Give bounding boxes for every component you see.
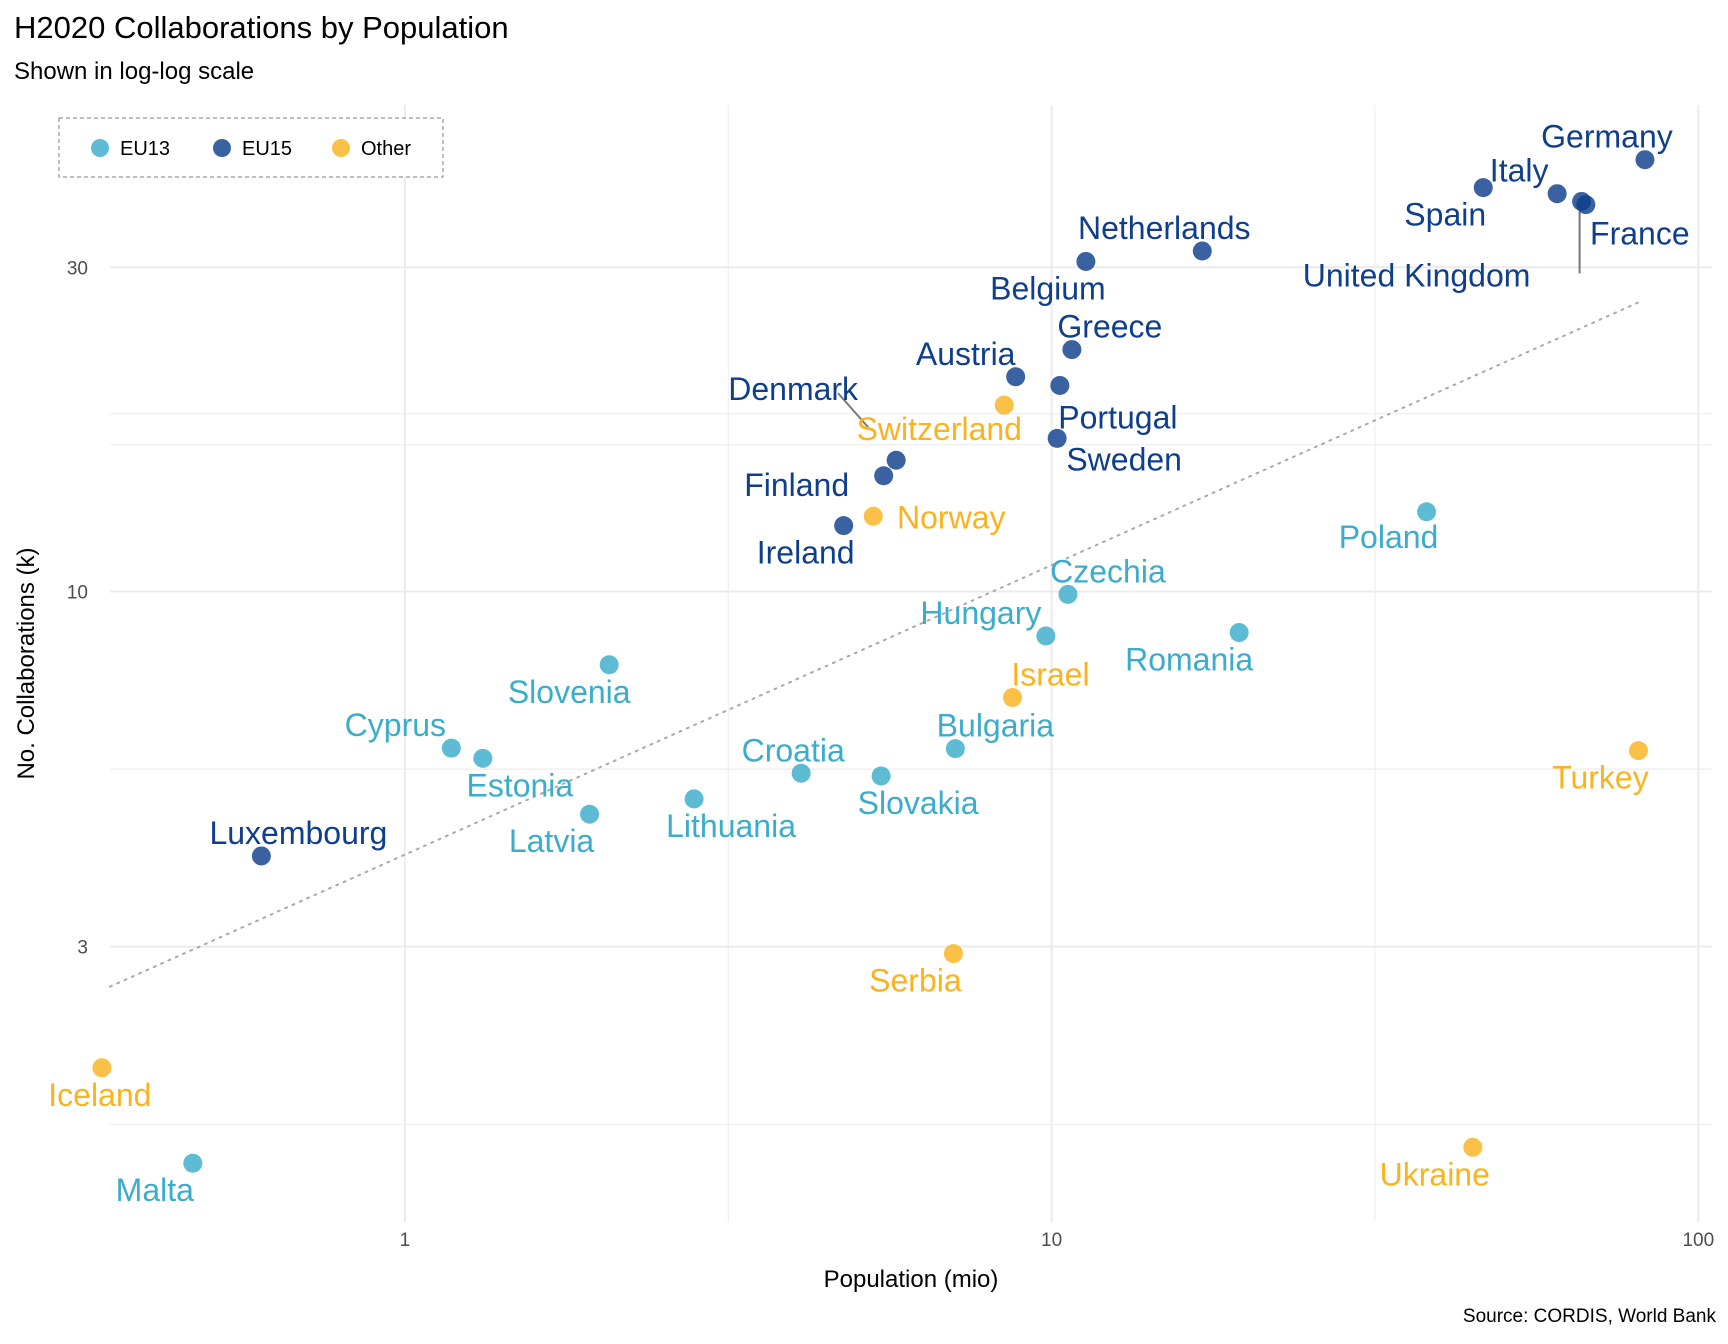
point-label: Netherlands	[1078, 210, 1251, 246]
point-label: Austria	[916, 336, 1016, 372]
point-label: Spain	[1404, 197, 1486, 233]
point-label: Lithuania	[666, 808, 796, 844]
legend-swatch	[213, 139, 231, 157]
legend: EU13 EU15 Other	[58, 117, 444, 178]
grid: 1 10 100 3 10 30	[67, 105, 1714, 1251]
point-label: Italy	[1490, 153, 1549, 189]
chart-caption: Source: CORDIS, World Bank	[1462, 1306, 1716, 1327]
data-point-cyprus[interactable]	[441, 738, 461, 758]
data-point-spain[interactable]	[1473, 178, 1493, 198]
data-point-iceland[interactable]	[92, 1058, 112, 1078]
point-label: Slovenia	[508, 674, 631, 710]
data-point-bulgaria[interactable]	[945, 739, 965, 759]
point-label: Cyprus	[345, 707, 446, 743]
point-label: Luxembourg	[209, 815, 387, 851]
data-point-hungary[interactable]	[1036, 626, 1056, 646]
data-point-germany[interactable]	[1635, 150, 1655, 170]
point-label: Belgium	[990, 270, 1106, 306]
data-point-malta[interactable]	[183, 1153, 203, 1173]
label-connectors	[837, 211, 1581, 428]
data-point-estonia[interactable]	[473, 748, 493, 768]
point-label: Malta	[116, 1172, 194, 1208]
point-label: Ukraine	[1380, 1156, 1490, 1192]
data-point-israel[interactable]	[1002, 688, 1022, 708]
point-label: Bulgaria	[937, 708, 1055, 744]
point-label: Denmark	[728, 371, 859, 407]
data-point-serbia[interactable]	[943, 944, 963, 964]
data-point-lithuania[interactable]	[684, 789, 704, 809]
legend-label: Other	[361, 138, 411, 160]
y-tick-label: 10	[67, 582, 88, 603]
x-tick-label: 10	[1041, 1230, 1062, 1251]
y-axis-title: No. Collaborations (k)	[13, 547, 40, 779]
point-label: Israel	[1011, 657, 1089, 693]
point-label: Hungary	[920, 595, 1041, 631]
data-point-slovenia[interactable]	[599, 655, 619, 675]
axes: Population (mio) No. Collaborations (k)	[13, 547, 998, 1293]
x-axis-title: Population (mio)	[824, 1266, 999, 1293]
legend-label: EU13	[120, 138, 170, 160]
point-label: Iceland	[48, 1077, 151, 1113]
trend-line	[109, 299, 1644, 988]
data-point-netherlands[interactable]	[1192, 241, 1212, 261]
point-label: Croatia	[742, 732, 845, 768]
chart-subtitle: Shown in log-log scale	[14, 58, 255, 85]
point-label: Slovakia	[858, 785, 979, 821]
point-label: Latvia	[509, 823, 595, 859]
legend-label: EU15	[242, 138, 292, 160]
data-point-italy[interactable]	[1547, 184, 1567, 204]
point-label: Ireland	[757, 535, 855, 571]
y-tick-label: 30	[67, 258, 88, 279]
point-label: Finland	[744, 467, 849, 503]
data-point-czechia[interactable]	[1058, 584, 1078, 604]
data-point-denmark[interactable]	[886, 450, 906, 470]
data-point-finland[interactable]	[874, 466, 894, 486]
legend-swatch	[91, 139, 109, 157]
label-connector	[837, 392, 869, 428]
point-label: Estonia	[466, 767, 573, 803]
data-point-turkey[interactable]	[1628, 741, 1648, 761]
y-tick-label: 3	[77, 938, 88, 959]
data-point-belgium[interactable]	[1076, 251, 1096, 271]
data-point-austria[interactable]	[1006, 367, 1026, 387]
data-point-ukraine[interactable]	[1463, 1137, 1483, 1157]
data-point-portugal[interactable]	[1050, 375, 1070, 395]
data-point-latvia[interactable]	[580, 804, 600, 824]
data-point-france[interactable]	[1576, 195, 1596, 215]
data-point-croatia[interactable]	[791, 763, 811, 783]
point-label: Romania	[1125, 642, 1253, 678]
point-label: Czechia	[1050, 553, 1166, 589]
legend-swatch	[332, 139, 350, 157]
point-label: Greece	[1057, 309, 1162, 345]
data-point-switzerland[interactable]	[994, 395, 1014, 415]
point-label: Norway	[897, 499, 1005, 535]
data-point-sweden[interactable]	[1047, 428, 1067, 448]
data-points[interactable]	[92, 150, 1655, 1173]
data-point-poland[interactable]	[1417, 502, 1437, 522]
x-tick-label: 100	[1682, 1230, 1714, 1251]
data-point-greece[interactable]	[1062, 340, 1082, 360]
x-tick-label: 1	[400, 1230, 411, 1251]
data-point-luxembourg[interactable]	[251, 846, 271, 866]
point-label: Switzerland	[857, 411, 1022, 447]
point-label: Sweden	[1066, 441, 1182, 477]
data-point-ireland[interactable]	[834, 516, 854, 536]
point-label: Portugal	[1058, 399, 1177, 435]
legend-box	[58, 117, 444, 178]
point-label: Germany	[1541, 119, 1673, 155]
point-label: Poland	[1339, 519, 1439, 555]
data-point-romania[interactable]	[1229, 623, 1249, 643]
chart-title: H2020 Collaborations by Population	[14, 10, 509, 45]
data-point-slovakia[interactable]	[871, 766, 891, 786]
trend-line-layer	[109, 299, 1644, 988]
point-label: United Kingdom	[1303, 257, 1531, 293]
data-point-norway[interactable]	[863, 506, 883, 526]
point-label: Serbia	[869, 963, 962, 999]
point-label: Turkey	[1552, 760, 1649, 796]
point-label: France	[1590, 216, 1690, 252]
